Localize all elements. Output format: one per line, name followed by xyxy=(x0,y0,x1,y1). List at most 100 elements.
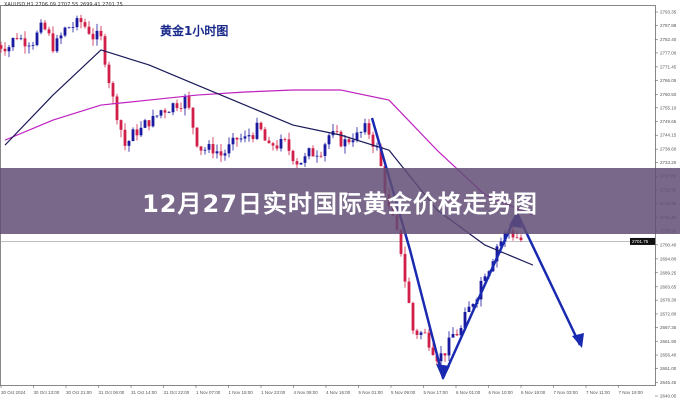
candle-body xyxy=(19,38,23,40)
candle-body xyxy=(515,237,519,239)
y-tick-label: 2694.80 xyxy=(660,256,677,261)
candle-body xyxy=(267,140,271,144)
candle-body xyxy=(315,155,319,157)
ma-slow-line xyxy=(4,89,534,216)
current-price-box xyxy=(630,237,655,245)
candle-body xyxy=(275,145,279,149)
candle-body xyxy=(255,122,259,139)
candle-body xyxy=(339,131,343,147)
candle-body xyxy=(451,334,455,338)
x-tick-label: 6 Nov 18:00 xyxy=(521,390,546,395)
y-tick-label: 2640.05 xyxy=(660,394,677,399)
candle-body xyxy=(11,38,15,48)
candle-body xyxy=(195,127,199,147)
candle-body xyxy=(67,27,71,29)
candle-body xyxy=(431,347,435,356)
candle-body xyxy=(27,45,31,47)
candle-body xyxy=(287,139,291,151)
candle-body xyxy=(103,36,107,65)
y-tick-label: 2683.65 xyxy=(660,284,677,289)
x-tick-label: 7 Nov 03:00 xyxy=(554,390,579,395)
x-tick-label: 6 Nov 10:00 xyxy=(489,390,514,395)
candle-body xyxy=(247,135,251,137)
candle-body xyxy=(111,83,115,97)
y-tick-label: 2738.60 xyxy=(660,147,677,152)
candle-body xyxy=(151,115,155,127)
candle-body xyxy=(191,107,195,128)
x-tick-label: 30 Oct 2024 xyxy=(1,390,26,395)
y-tick-label: 2700.40 xyxy=(660,242,677,247)
candle-body xyxy=(155,115,159,117)
y-tick-label: 2771.45 xyxy=(660,64,677,69)
candle-body xyxy=(379,146,383,167)
candle-body xyxy=(43,22,47,30)
candle-body xyxy=(363,123,367,133)
candle-body xyxy=(143,120,147,128)
candle-body xyxy=(167,112,171,114)
candle-body xyxy=(223,153,227,156)
candle-body xyxy=(295,161,299,165)
candle-body xyxy=(459,328,463,336)
candle-body xyxy=(227,144,231,154)
candle-body xyxy=(307,148,311,157)
banner-title: 12月27日实时国际黄金价格走势图 xyxy=(142,189,538,218)
x-tick-label: 4 Nov 08:00 xyxy=(294,390,319,395)
x-tick-label: 4 Nov 16:00 xyxy=(326,390,351,395)
candle-body xyxy=(323,144,327,156)
y-tick-label: 2733.20 xyxy=(660,160,677,165)
candle-body xyxy=(127,141,131,146)
candle-body xyxy=(351,140,355,143)
x-tick-label: 5 Nov 09:00 xyxy=(391,390,416,395)
candle-body xyxy=(123,129,127,146)
candle-body xyxy=(175,103,179,109)
candle-body xyxy=(215,151,219,154)
candle-body xyxy=(87,26,91,34)
candle-body xyxy=(15,38,19,39)
x-tick-label: 5 Nov 01:00 xyxy=(359,390,384,395)
candle-body xyxy=(179,108,183,109)
candle-body xyxy=(31,45,35,46)
candle-body xyxy=(303,156,307,163)
y-tick-label: 2656.40 xyxy=(660,353,677,358)
candle-body xyxy=(199,146,203,151)
candle-body xyxy=(279,139,283,149)
y-tick-label: 2651.00 xyxy=(660,366,677,371)
candle-body xyxy=(59,35,63,39)
candle-body xyxy=(79,18,83,23)
candle-body xyxy=(439,353,443,362)
x-tick-label: 31 Oct 22:00 xyxy=(164,390,190,395)
candle-body xyxy=(415,330,419,335)
candle-body xyxy=(3,48,7,52)
candle-body xyxy=(23,38,27,47)
current-price-label: 2701.75 xyxy=(632,239,649,244)
candle-body xyxy=(447,337,451,356)
candle-body xyxy=(411,302,415,331)
y-tick-label: 2678.30 xyxy=(660,298,677,303)
candle-body xyxy=(263,129,267,141)
candle-body xyxy=(235,137,239,140)
candle-body xyxy=(163,110,167,113)
y-tick-label: 2672.80 xyxy=(660,311,677,316)
x-tick-label: 1 Nov 15:00 xyxy=(229,390,254,395)
candle-body xyxy=(71,27,75,28)
candle-body xyxy=(183,96,187,109)
y-tick-label: 2755.10 xyxy=(660,105,677,110)
y-tick-label: 2689.25 xyxy=(660,270,677,275)
candle-body xyxy=(211,144,215,154)
candle-body xyxy=(115,96,119,121)
candle-body xyxy=(35,32,39,46)
candle-body xyxy=(99,30,103,37)
candle-body xyxy=(419,332,423,335)
candle-body xyxy=(311,148,315,157)
chart-title: 黄金1小时图 xyxy=(160,24,229,38)
candle-body xyxy=(91,33,95,40)
candle-body xyxy=(219,151,223,156)
trend-arrow-path xyxy=(370,117,582,380)
candle-body xyxy=(251,135,255,139)
candle-body xyxy=(471,304,475,307)
candle-body xyxy=(239,138,243,140)
candle-body xyxy=(187,96,191,108)
y-tick-label: 2782.40 xyxy=(660,37,677,42)
